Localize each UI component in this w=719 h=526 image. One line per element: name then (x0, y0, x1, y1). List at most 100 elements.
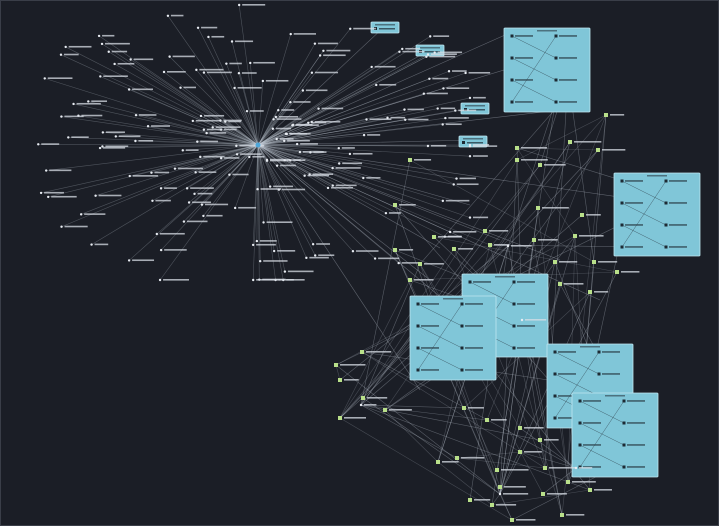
group-node[interactable] (622, 443, 626, 447)
node[interactable] (275, 137, 278, 141)
node[interactable] (151, 199, 154, 202)
group-box[interactable] (409, 295, 497, 381)
node[interactable] (301, 89, 305, 92)
node[interactable] (248, 155, 251, 159)
node[interactable] (532, 238, 536, 242)
node[interactable] (233, 206, 237, 210)
node[interactable] (114, 135, 117, 138)
node[interactable] (361, 396, 365, 400)
node[interactable] (158, 278, 162, 282)
node[interactable] (134, 113, 138, 117)
group-node[interactable] (664, 245, 668, 249)
node[interactable] (97, 34, 101, 38)
node[interactable] (90, 243, 93, 246)
node[interactable] (615, 270, 619, 274)
node[interactable] (60, 115, 63, 118)
node[interactable] (127, 88, 131, 91)
node[interactable] (274, 115, 278, 119)
node[interactable] (129, 58, 132, 61)
node[interactable] (426, 144, 430, 148)
node[interactable] (224, 120, 227, 123)
node[interactable] (338, 378, 342, 382)
node[interactable] (338, 416, 342, 420)
node[interactable] (155, 232, 159, 236)
node[interactable] (182, 220, 186, 223)
node[interactable] (317, 107, 320, 110)
node[interactable] (168, 55, 171, 58)
node[interactable] (426, 53, 430, 56)
node[interactable] (462, 406, 466, 410)
node[interactable] (202, 128, 206, 131)
node[interactable] (211, 126, 214, 129)
node[interactable] (47, 195, 50, 199)
node[interactable] (574, 466, 578, 470)
node[interactable] (235, 153, 239, 156)
node[interactable] (428, 77, 431, 80)
node[interactable] (202, 71, 206, 74)
node[interactable] (362, 176, 365, 180)
node[interactable] (510, 518, 514, 522)
node[interactable] (588, 290, 592, 294)
node[interactable] (351, 250, 355, 253)
node[interactable] (107, 50, 110, 53)
node[interactable] (468, 155, 472, 158)
node[interactable] (468, 145, 472, 148)
node[interactable] (67, 136, 70, 139)
node[interactable] (289, 32, 292, 36)
node[interactable] (233, 86, 236, 90)
node[interactable] (455, 177, 458, 180)
node[interactable] (272, 118, 275, 121)
node[interactable] (228, 173, 231, 176)
node[interactable] (393, 248, 397, 252)
node[interactable] (408, 158, 412, 162)
node[interactable] (39, 191, 43, 195)
group-node[interactable] (622, 399, 626, 403)
group-box[interactable] (503, 27, 591, 113)
node[interactable] (313, 42, 317, 45)
node[interactable] (393, 203, 397, 207)
node[interactable] (386, 116, 389, 120)
node[interactable] (498, 492, 502, 496)
node[interactable] (99, 75, 102, 78)
node[interactable] (441, 123, 444, 126)
node[interactable] (490, 503, 494, 507)
node[interactable] (538, 163, 542, 167)
node[interactable] (401, 47, 404, 51)
group-node[interactable] (462, 141, 465, 144)
node[interactable] (261, 79, 265, 83)
node[interactable] (187, 201, 191, 204)
node[interactable] (268, 185, 272, 188)
group-box[interactable] (571, 392, 659, 478)
node[interactable] (255, 239, 259, 243)
group-node[interactable] (664, 201, 668, 205)
node[interactable] (518, 426, 522, 430)
node[interactable] (441, 199, 445, 203)
node[interactable] (101, 145, 104, 148)
node[interactable] (134, 139, 137, 143)
node[interactable] (60, 225, 63, 228)
node[interactable] (100, 42, 104, 46)
node[interactable] (436, 107, 439, 110)
node[interactable] (422, 92, 426, 95)
node[interactable] (560, 513, 564, 517)
node[interactable] (237, 71, 241, 75)
node[interactable] (166, 14, 170, 17)
group-node[interactable] (664, 223, 668, 227)
node[interactable] (432, 235, 436, 239)
group-box[interactable] (613, 172, 701, 257)
node[interactable] (580, 213, 584, 217)
node[interactable] (303, 174, 306, 177)
node[interactable] (291, 123, 295, 127)
group-node[interactable] (554, 78, 558, 82)
node[interactable] (436, 460, 440, 464)
node[interactable] (283, 270, 287, 273)
node[interactable] (588, 488, 592, 492)
group-node[interactable] (512, 346, 516, 350)
group-node[interactable] (460, 302, 464, 306)
node[interactable] (322, 49, 325, 52)
node[interactable] (308, 173, 311, 176)
node[interactable] (444, 116, 447, 120)
node[interactable] (298, 150, 302, 154)
node[interactable] (235, 144, 238, 148)
node[interactable] (162, 70, 166, 74)
